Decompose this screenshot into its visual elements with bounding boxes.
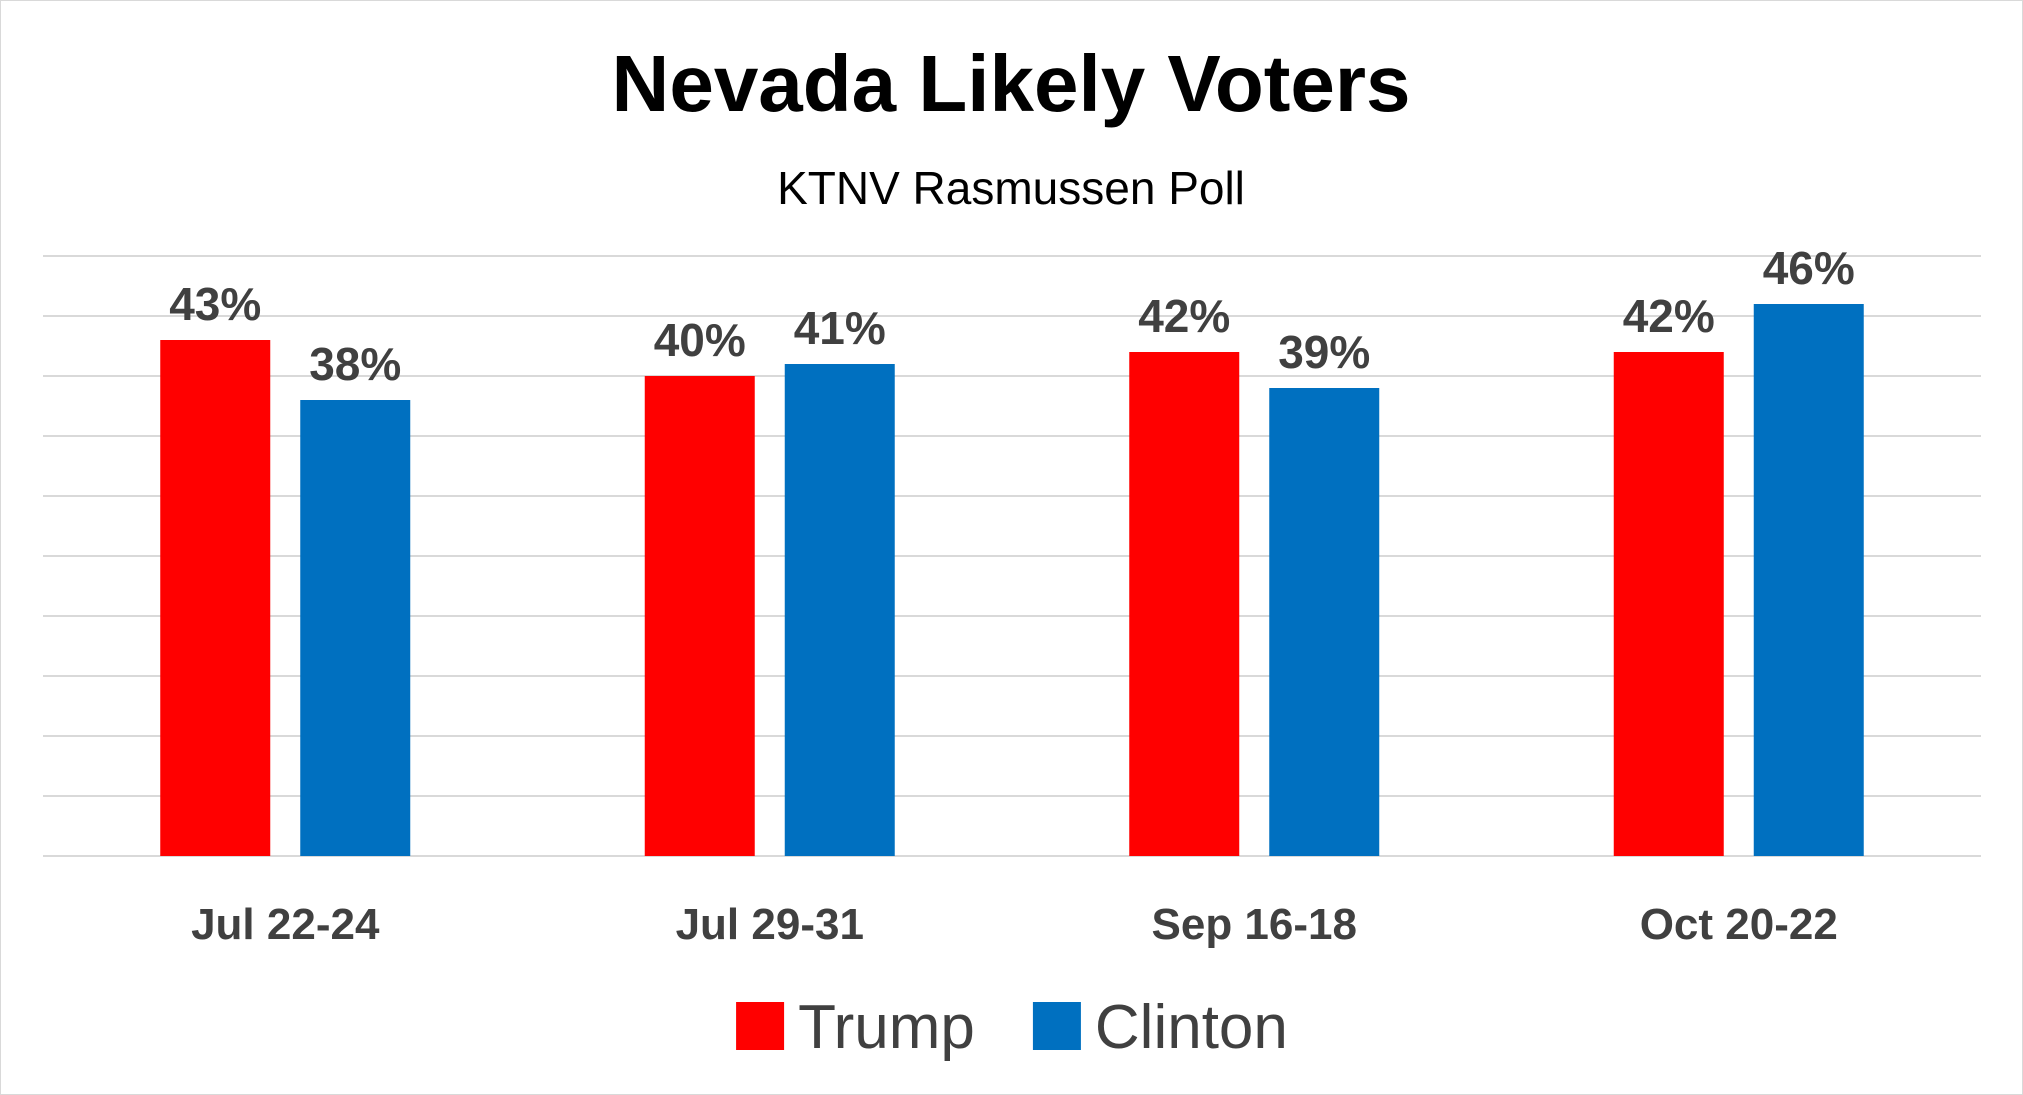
data-label-clinton-3: 39% bbox=[1278, 326, 1370, 378]
bar-clinton-3 bbox=[1269, 388, 1380, 856]
data-labels: 43% 38% 40% 41% 42% 39% 42% 46% bbox=[169, 242, 1855, 390]
data-label-clinton-1: 38% bbox=[309, 338, 401, 390]
bar-trump-3 bbox=[1129, 352, 1240, 856]
data-label-trump-2: 40% bbox=[654, 314, 746, 366]
bars bbox=[160, 304, 1864, 856]
bar-trump-4 bbox=[1613, 352, 1724, 856]
legend-label-trump: Trump bbox=[798, 993, 975, 1062]
x-tick-label: Oct 20-22 bbox=[1640, 900, 1838, 949]
x-tick-label: Jul 22-24 bbox=[191, 900, 380, 949]
legend-swatch-trump bbox=[736, 1002, 785, 1050]
bar-trump-1 bbox=[160, 340, 271, 856]
x-tick-label: Sep 16-18 bbox=[1152, 900, 1357, 949]
legend-label-clinton: Clinton bbox=[1095, 993, 1288, 1062]
data-label-trump-4: 42% bbox=[1623, 290, 1715, 342]
bar-clinton-1 bbox=[300, 400, 411, 856]
legend-swatch-clinton bbox=[1032, 1002, 1081, 1050]
x-axis-ticks: Jul 22-24 Jul 29-31 Sep 16-18 Oct 20-22 bbox=[191, 900, 1838, 949]
chart-title: Nevada Likely Voters bbox=[612, 39, 1411, 128]
legend: Trump Clinton bbox=[736, 993, 1288, 1062]
bar-clinton-2 bbox=[784, 364, 895, 856]
data-label-trump-3: 42% bbox=[1138, 290, 1230, 342]
x-tick-label: Jul 29-31 bbox=[676, 900, 864, 949]
bar-clinton-4 bbox=[1753, 304, 1864, 856]
data-label-trump-1: 43% bbox=[169, 278, 261, 330]
data-label-clinton-2: 41% bbox=[794, 302, 886, 354]
legend-item-trump: Trump bbox=[736, 993, 975, 1062]
chart-subtitle: KTNV Rasmussen Poll bbox=[777, 162, 1245, 214]
bar-trump-2 bbox=[644, 376, 755, 856]
data-label-clinton-4: 46% bbox=[1763, 242, 1855, 294]
legend-item-clinton: Clinton bbox=[1032, 993, 1288, 1062]
